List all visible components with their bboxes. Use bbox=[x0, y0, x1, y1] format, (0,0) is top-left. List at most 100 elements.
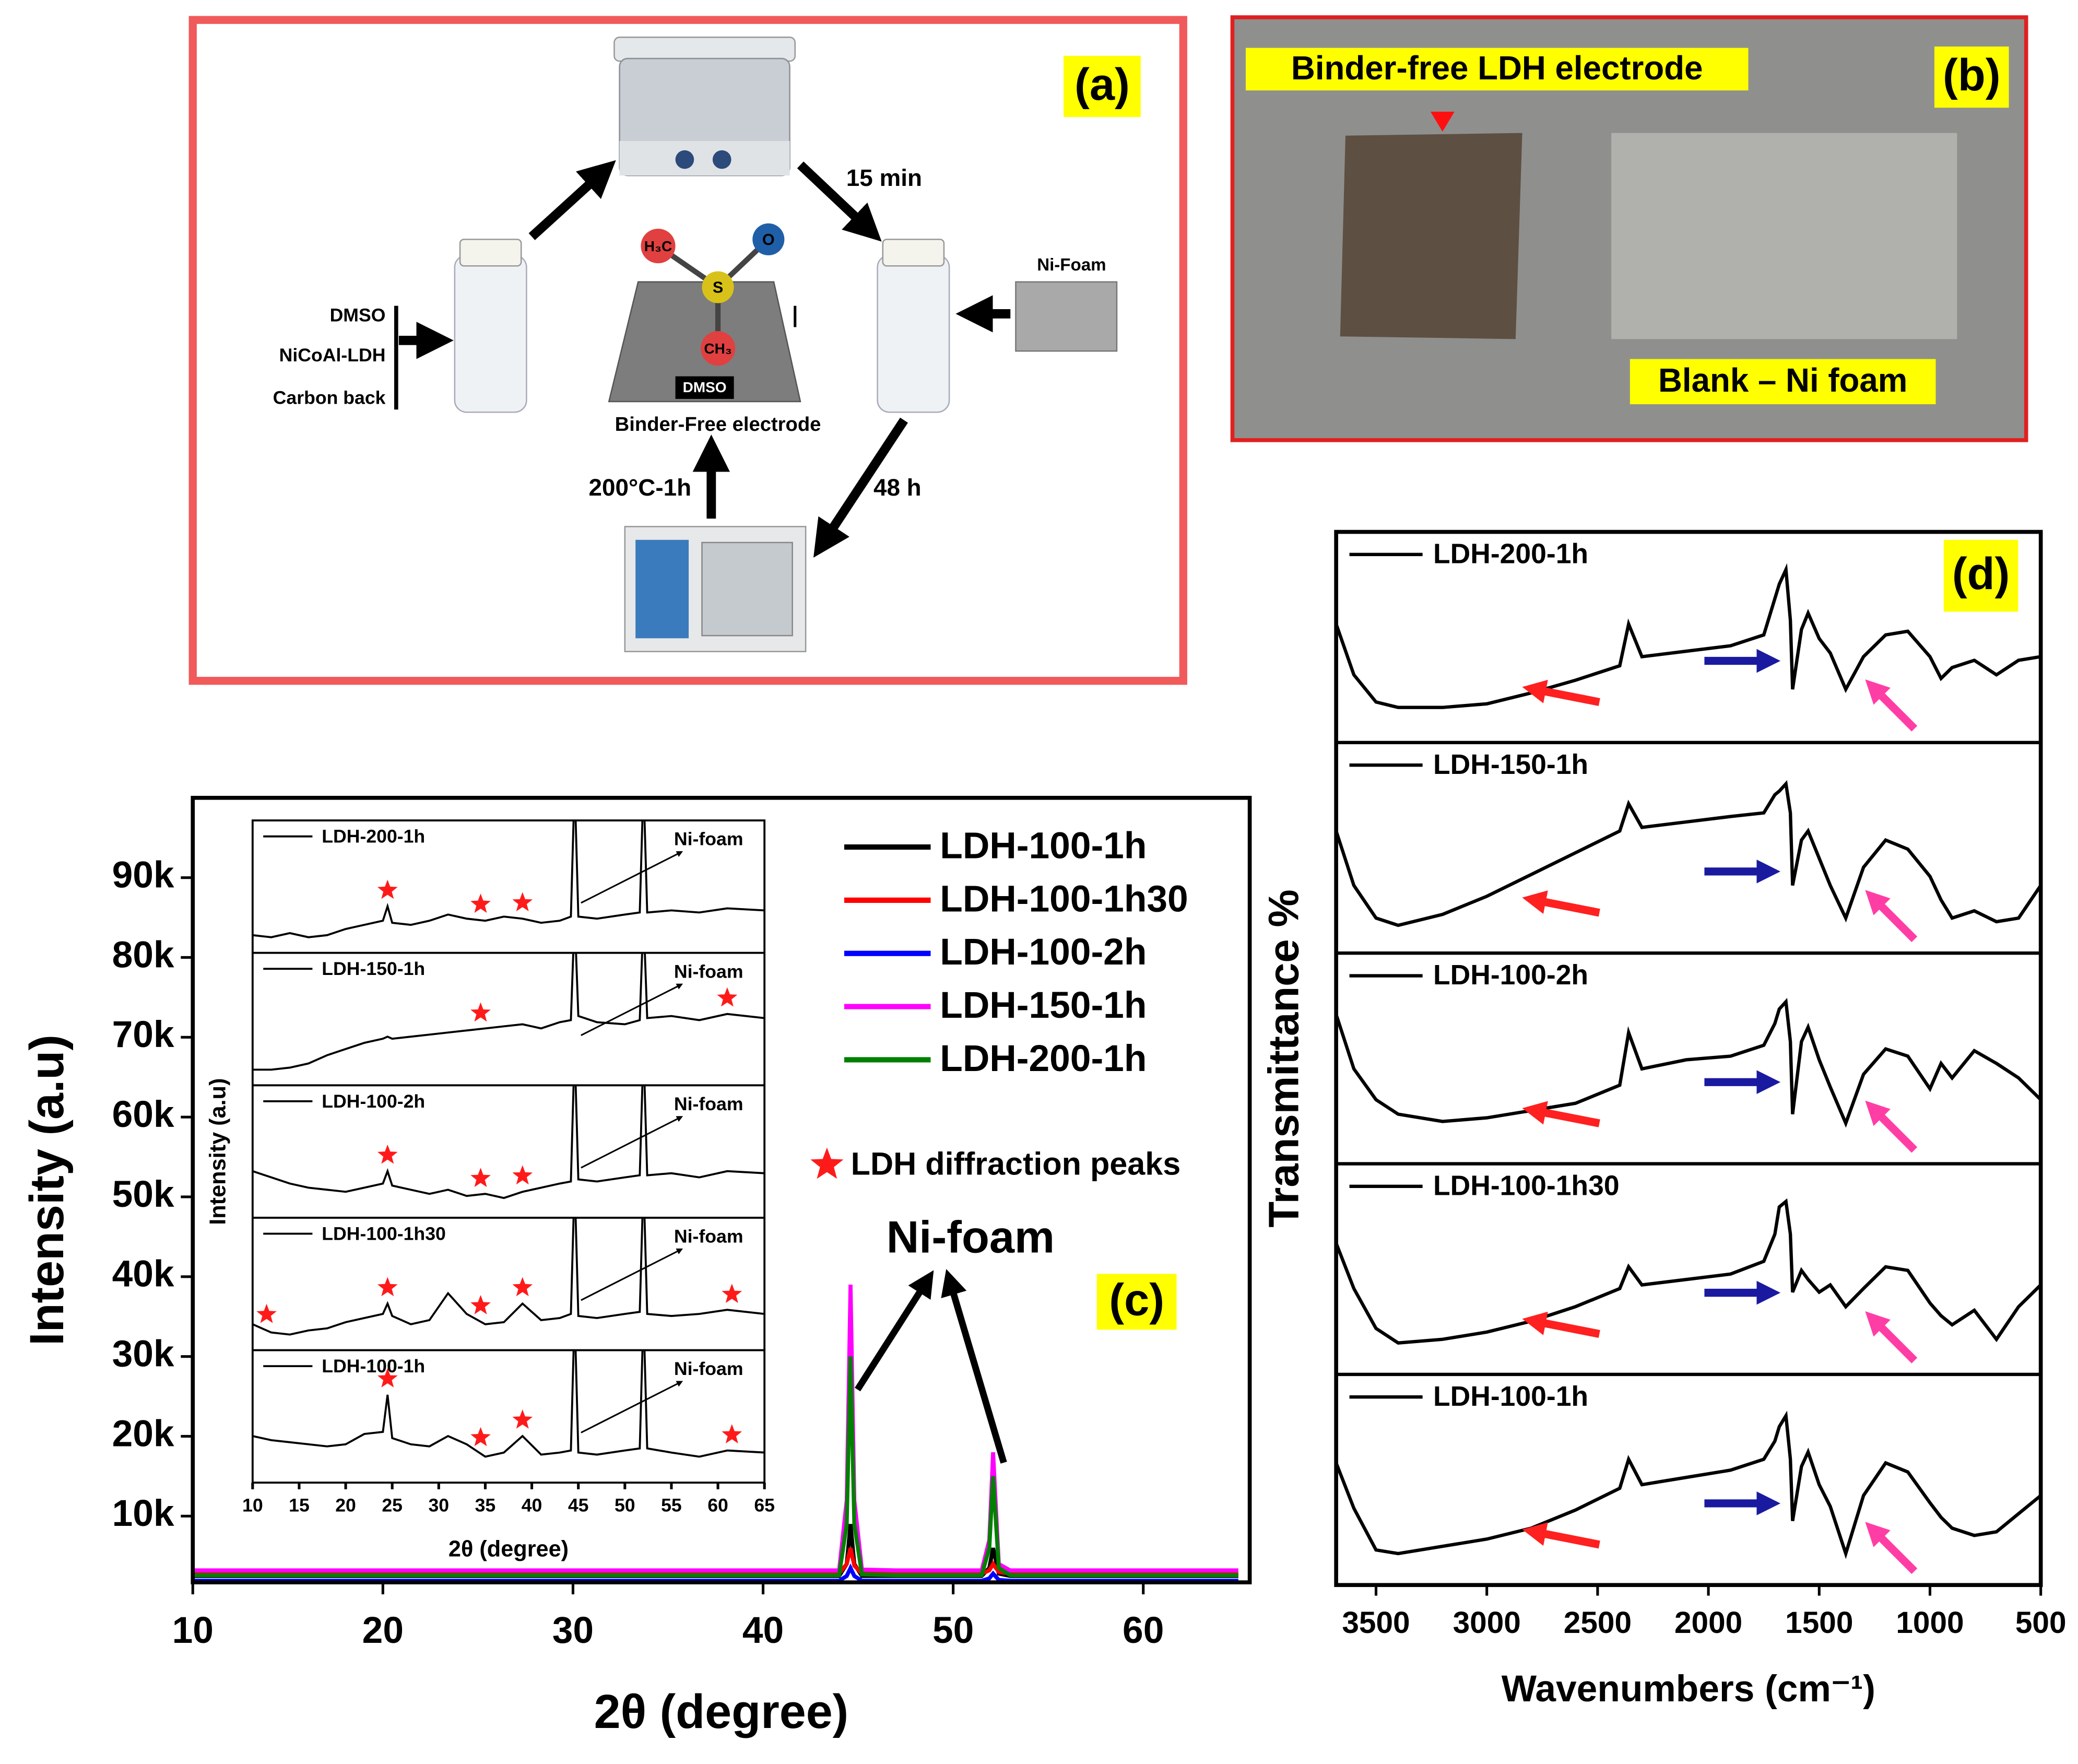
series-label: LDH-200-1h bbox=[322, 826, 425, 847]
step-label: 48 h bbox=[873, 474, 922, 501]
arrow bbox=[797, 161, 882, 242]
oven-panel bbox=[635, 539, 689, 639]
atom bbox=[700, 331, 736, 366]
step-label: 200°C-1h bbox=[588, 474, 691, 501]
annotation-arrow bbox=[941, 1269, 1007, 1464]
line bbox=[252, 1217, 765, 1336]
line bbox=[193, 1356, 1238, 1578]
vial-left bbox=[454, 239, 527, 413]
arrow-red bbox=[1522, 679, 1600, 706]
arrow-pink bbox=[1865, 1522, 1918, 1574]
legend-star bbox=[810, 1147, 844, 1179]
annotation-arrow bbox=[581, 983, 683, 1036]
panel-b: Binder-free LDH electrode Blank – Ni foa… bbox=[1230, 15, 2028, 442]
sample-label: Blank – Ni foam bbox=[1658, 362, 1907, 399]
line bbox=[252, 820, 765, 938]
vial-cap bbox=[882, 239, 945, 267]
label-bg bbox=[1934, 46, 2009, 108]
blank-foam bbox=[1611, 133, 1957, 339]
legend-label: LDH-100-1h30 bbox=[940, 878, 1188, 920]
series-label: LDH-200-1h bbox=[1433, 539, 1588, 570]
ni-foam-piece bbox=[1015, 281, 1118, 352]
peak-marker bbox=[512, 892, 533, 912]
y-tick-label: 10k bbox=[112, 1492, 174, 1534]
vial-cap bbox=[459, 239, 522, 267]
foam-label: Ni-Foam bbox=[1037, 255, 1106, 275]
annotation: Ni-foam bbox=[674, 1358, 743, 1379]
annotation: Ni-foam bbox=[674, 1093, 743, 1114]
inset-frame bbox=[251, 819, 766, 1484]
line bbox=[193, 1524, 1238, 1578]
knob bbox=[712, 150, 731, 169]
y-tick-label: 40k bbox=[112, 1253, 174, 1295]
annotation-arrow bbox=[581, 1248, 683, 1301]
line bbox=[1336, 1410, 2041, 1559]
x-tick-label: 45 bbox=[568, 1495, 589, 1515]
x-tick-label: 2500 bbox=[1564, 1606, 1632, 1640]
y-tick-label: 90k bbox=[112, 854, 174, 896]
oven-window bbox=[701, 542, 793, 637]
charts: 10k 20k 30k 40k 50k 60k 70k 80k 90k 10 20 30 40 50 60 2… bbox=[20, 530, 2067, 1738]
series-label: LDH-100-2h bbox=[1433, 960, 1588, 991]
y-tick-label: 60k bbox=[112, 1093, 174, 1135]
oven bbox=[624, 526, 807, 652]
y-tick-label: 70k bbox=[112, 1014, 174, 1055]
peak-marker bbox=[377, 1144, 398, 1164]
arrow bbox=[813, 417, 908, 558]
sonicator-lid bbox=[613, 37, 796, 62]
line bbox=[1336, 563, 2041, 709]
arrow-pink bbox=[1865, 1311, 1918, 1363]
series-label: LDH-100-1h bbox=[322, 1356, 425, 1377]
peak-marker bbox=[722, 1424, 742, 1444]
x-tick-label: 30 bbox=[552, 1609, 594, 1651]
atom bbox=[641, 228, 676, 264]
input-label: DMSO bbox=[330, 304, 386, 325]
panel-a: (a) DMSO bbox=[188, 16, 1187, 685]
peak-marker bbox=[722, 1284, 742, 1303]
y-tick-label: 50k bbox=[112, 1173, 174, 1215]
peak-marker bbox=[470, 1295, 491, 1314]
x-axis-label: 2θ (degree) bbox=[594, 1685, 849, 1738]
x-tick-label: 1500 bbox=[1785, 1606, 1853, 1640]
x-tick-label: 35 bbox=[475, 1495, 496, 1515]
y-tick-label: 30k bbox=[112, 1333, 174, 1374]
x-tick-label: 10 bbox=[172, 1609, 214, 1651]
peak-marker bbox=[512, 1165, 533, 1185]
panel-label: (a) bbox=[1075, 60, 1130, 110]
legend-label: LDH diffraction peaks bbox=[851, 1146, 1181, 1181]
label-bg bbox=[1245, 48, 1749, 91]
label-bg bbox=[1630, 359, 1936, 405]
label-bg bbox=[1943, 539, 2018, 612]
annotation: Ni-foam bbox=[674, 829, 743, 850]
peak-marker bbox=[256, 1303, 277, 1323]
legend-label: LDH-100-1h bbox=[940, 825, 1147, 866]
y-tick-label: 20k bbox=[112, 1413, 174, 1454]
x-axis-label: Wavenumbers (cm⁻¹) bbox=[1502, 1668, 1875, 1710]
peak-marker bbox=[377, 1368, 398, 1387]
line bbox=[1336, 1198, 2041, 1345]
axes-frame bbox=[191, 795, 1252, 1584]
series-label: LDH-100-1h bbox=[1433, 1381, 1588, 1412]
panel-label: (b) bbox=[1943, 50, 2001, 100]
x-tick-label: 50 bbox=[615, 1495, 635, 1515]
arrow-red bbox=[1522, 1101, 1600, 1127]
annotation: Ni-foam bbox=[674, 961, 743, 982]
line bbox=[1336, 780, 2041, 927]
x-tick-label: 60 bbox=[707, 1495, 728, 1515]
atom bbox=[702, 271, 734, 303]
ldh-electrode bbox=[1340, 133, 1522, 339]
annotation-arrow bbox=[581, 1116, 683, 1169]
x-tick-label: 30 bbox=[428, 1495, 449, 1515]
peak-marker bbox=[512, 1409, 533, 1429]
x-tick-label: 25 bbox=[382, 1495, 403, 1515]
arrows bbox=[398, 160, 1011, 558]
atom-label: H₃C bbox=[644, 238, 672, 254]
atom-label: O bbox=[762, 231, 775, 249]
legend-label: LDH-100-2h bbox=[940, 931, 1147, 973]
vial-body bbox=[454, 254, 527, 413]
x-tick-label: 15 bbox=[289, 1495, 310, 1515]
sonicator-panel bbox=[619, 140, 790, 176]
step-label: 15 min bbox=[846, 164, 922, 191]
annotation: Ni-foam bbox=[674, 1226, 743, 1247]
